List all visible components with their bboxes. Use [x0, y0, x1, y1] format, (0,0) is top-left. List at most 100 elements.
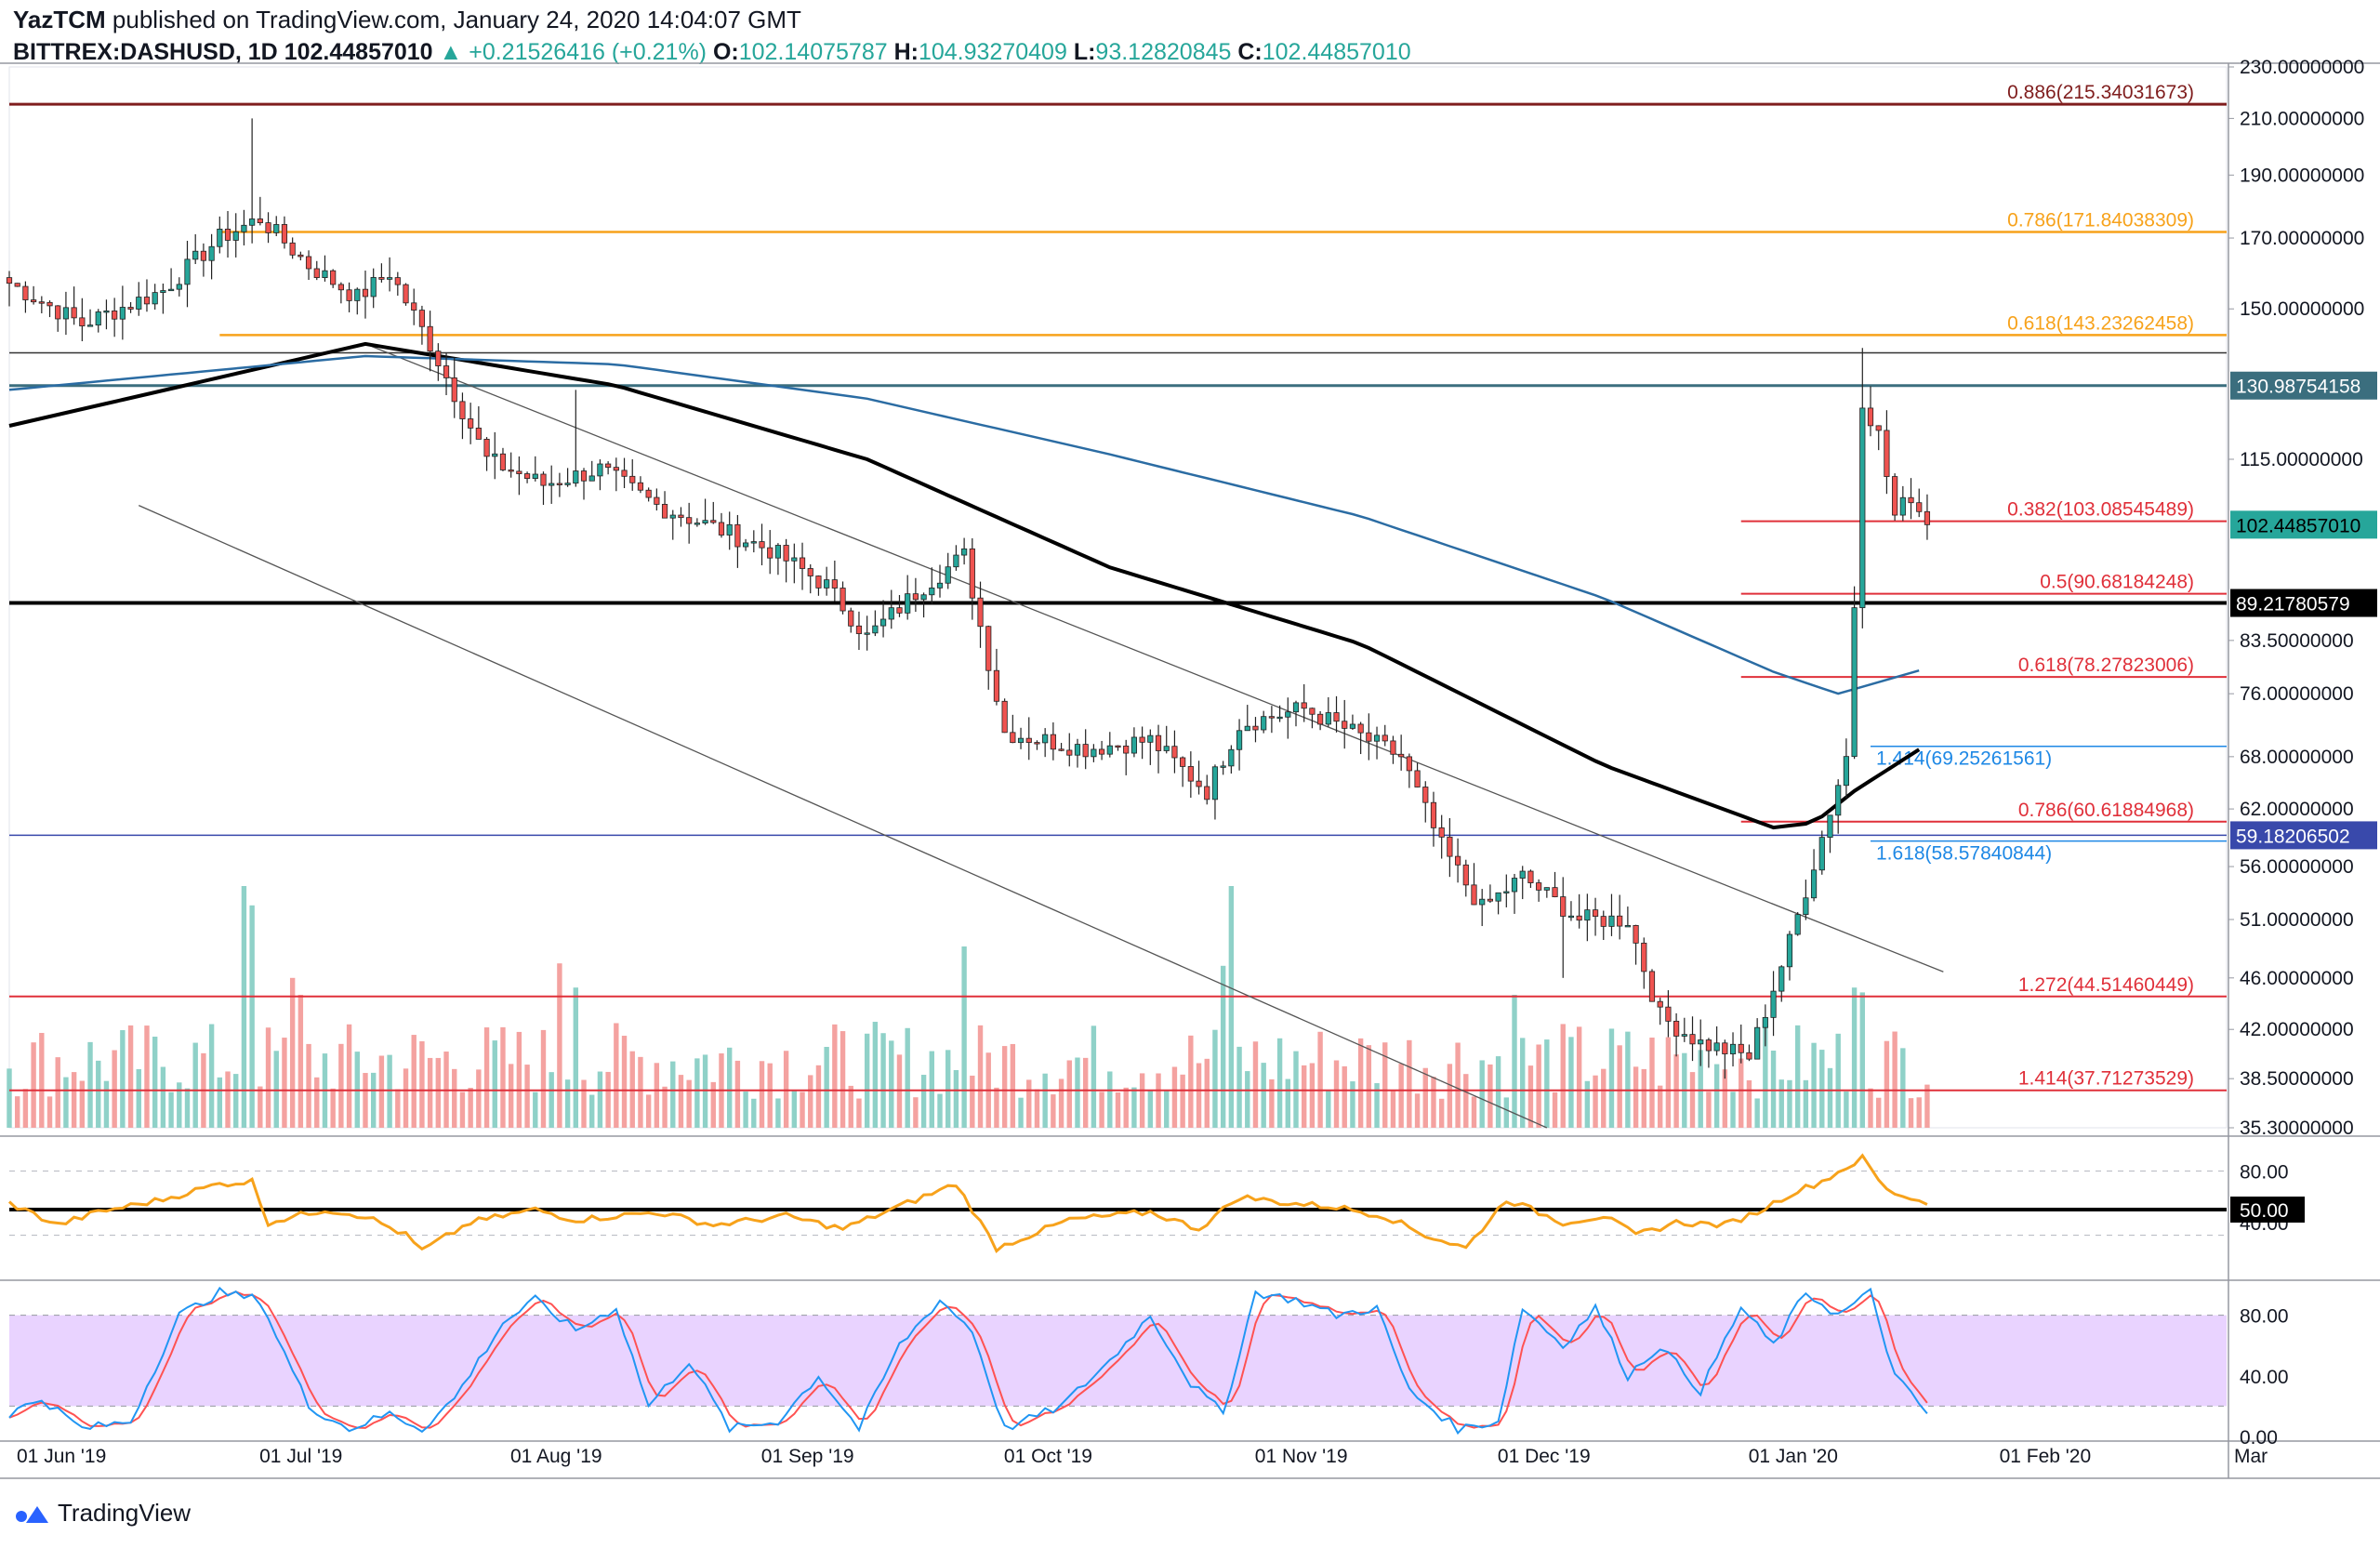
ohlc-bar: BITTREX:DASHUSD, 1D 102.44857010 ▲ +0.21… — [13, 39, 1411, 66]
candle-body — [313, 268, 320, 278]
candle-body — [750, 541, 757, 544]
volume-bar — [411, 1035, 416, 1128]
candle-body — [1098, 748, 1105, 755]
candle-body — [613, 467, 619, 471]
time-tick-label: 01 Aug '19 — [510, 1446, 602, 1467]
candle-body — [661, 504, 668, 519]
candle-body — [1884, 430, 1890, 477]
candle-body — [1479, 898, 1486, 906]
volume-bar — [120, 1030, 126, 1128]
volume-bar — [783, 1051, 789, 1128]
volume-bar — [1374, 1083, 1380, 1128]
volume-bar — [314, 1077, 320, 1128]
volume-bar — [581, 1079, 587, 1128]
candle-body — [1924, 510, 1931, 525]
volume-bar — [22, 1089, 29, 1128]
candle-body — [580, 470, 588, 482]
level-label: 0.786(171.84038309) — [2007, 209, 2194, 231]
candle-body — [872, 625, 879, 634]
volume-bar — [233, 1074, 239, 1128]
candle-body — [1633, 925, 1639, 944]
price-tag — [2230, 510, 2377, 539]
candle-body — [418, 310, 426, 327]
volume-bar — [1471, 1096, 1477, 1128]
candle-body — [912, 593, 919, 601]
candle-body — [718, 522, 725, 536]
volume-bar — [71, 1072, 77, 1128]
volume-bar — [686, 1079, 692, 1128]
tradingview-logo[interactable]: TradingView — [13, 1499, 191, 1528]
candle-body — [1317, 713, 1324, 725]
price-tick-label: 42.00000000 — [2240, 1019, 2354, 1040]
volume-bar — [192, 1042, 198, 1128]
volume-bar — [516, 1031, 522, 1128]
volume-bar — [492, 1040, 497, 1128]
volume-bar — [945, 1050, 951, 1128]
volume-bar — [1171, 1066, 1178, 1128]
volume-bar — [1026, 1079, 1032, 1128]
volume-bar — [177, 1082, 182, 1128]
volume-bar — [621, 1036, 628, 1128]
volume-bar — [184, 1088, 191, 1128]
high-value: 104.93270409 — [918, 39, 1067, 65]
candle-body — [1261, 716, 1267, 731]
candle-body — [38, 301, 45, 304]
candle-body — [1576, 915, 1582, 921]
volume-bar — [1608, 1028, 1615, 1128]
volume-bar — [573, 987, 579, 1128]
candle-body — [799, 557, 806, 569]
candle-body — [516, 470, 522, 474]
volume-bar — [1252, 1041, 1259, 1128]
candle-body — [1373, 734, 1381, 742]
candle-body — [298, 254, 304, 258]
volume-bar — [1342, 1065, 1347, 1128]
candle-body — [1495, 892, 1501, 902]
candle-body — [1438, 827, 1445, 838]
candle-body — [1010, 732, 1016, 744]
volume-bar — [1276, 1038, 1283, 1128]
last-price: 102.44857010 — [284, 39, 433, 65]
price-tick-label: 38.50000000 — [2240, 1068, 2354, 1090]
candle-body — [224, 228, 231, 241]
candle-body — [86, 324, 94, 327]
volume-bar — [249, 905, 255, 1128]
volume-bar — [452, 1068, 457, 1128]
volume-bar — [15, 1096, 20, 1128]
volume-bar — [55, 1057, 60, 1128]
moving-average-100 — [8, 354, 1920, 695]
candle-body — [265, 222, 271, 233]
volume-bar — [387, 1054, 392, 1128]
candle-body — [289, 242, 296, 256]
volume-bar — [1463, 1074, 1469, 1128]
candle-body — [1519, 870, 1526, 879]
candle-body — [1447, 836, 1453, 857]
candle-body — [1285, 711, 1291, 718]
candle-body — [637, 482, 644, 491]
candle-body — [6, 277, 13, 284]
candle-body — [1592, 909, 1599, 918]
candle-body — [831, 579, 838, 589]
candle-body — [694, 523, 700, 525]
time-tick-label: 01 Jul '19 — [259, 1446, 342, 1467]
volume-bar — [1220, 965, 1226, 1128]
volume-bar — [1438, 1098, 1445, 1128]
volume-bar — [306, 1043, 311, 1128]
candle-body — [654, 496, 660, 505]
volume-bar — [1763, 1023, 1768, 1128]
candle-body — [743, 542, 749, 548]
candle-body — [920, 594, 927, 601]
candle-body — [337, 284, 344, 291]
volume-bar — [872, 1022, 879, 1128]
level-label: 1.414(37.71273529) — [2018, 1068, 2194, 1090]
candle-body — [127, 307, 134, 310]
candle-body — [1527, 870, 1534, 883]
trendline — [364, 343, 1944, 972]
price-tag — [2230, 821, 2377, 850]
candle-body — [160, 290, 166, 294]
candle-body — [1244, 725, 1250, 732]
moving-average-200 — [8, 341, 1921, 830]
level-label: 1.272(44.51460449) — [2018, 974, 2194, 996]
candle-body — [936, 582, 944, 589]
candle-body — [1180, 757, 1186, 767]
